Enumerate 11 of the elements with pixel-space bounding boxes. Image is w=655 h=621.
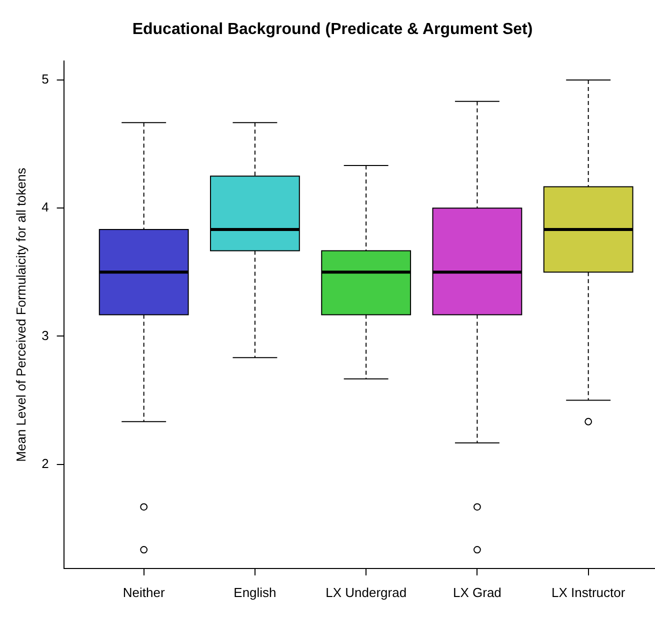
x-tick-label: Neither — [122, 584, 166, 600]
y-tick-label: 4 — [42, 200, 49, 215]
x-tick-label: LX Grad — [452, 584, 502, 600]
x-tick-label: LX Undergrad — [326, 584, 407, 600]
y-tick-label: 3 — [42, 328, 49, 343]
y-tick-label: 2 — [42, 456, 49, 471]
y-tick-label: 5 — [42, 72, 49, 87]
y-axis-title: Mean Level of Perceived Formulaicity for all tokens — [13, 167, 28, 462]
chart-title: Educational Background (Predicate & Argument Set) — [132, 21, 533, 38]
x-tick-label: English — [234, 584, 276, 600]
x-tick-label: LX Instructor — [551, 584, 626, 600]
